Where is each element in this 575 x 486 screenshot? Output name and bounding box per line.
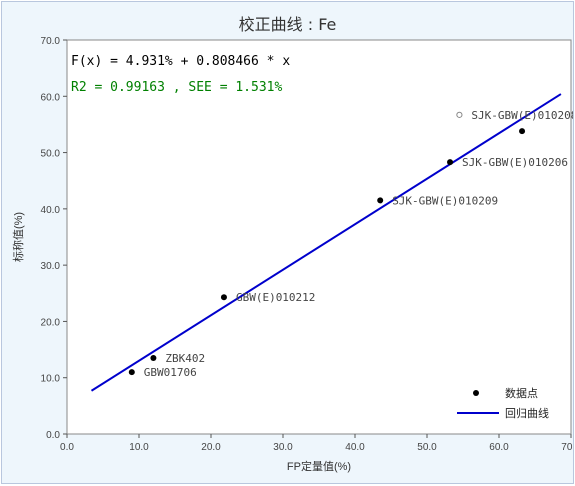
equation-text: F(x) = 4.931% + 0.808466 * x bbox=[71, 54, 290, 69]
data-point bbox=[220, 294, 227, 301]
regression-line bbox=[90, 93, 562, 392]
legend-point-marker bbox=[473, 390, 479, 396]
x-tick-label: 10.0 bbox=[129, 442, 149, 453]
data-point bbox=[150, 355, 157, 362]
x-tick-label: 70.0 bbox=[561, 442, 573, 453]
point-label: ZBK402 bbox=[165, 352, 205, 365]
chart-title: 校正曲线 : Fe bbox=[238, 15, 337, 34]
excluded-data-point bbox=[456, 111, 463, 118]
y-tick-label: 20.0 bbox=[41, 317, 61, 328]
point-label: SJK-GBW(E)010208 bbox=[471, 109, 573, 122]
x-tick-label: 0.0 bbox=[60, 442, 74, 453]
point-label: GBW01706 bbox=[144, 366, 197, 379]
data-point bbox=[447, 159, 454, 166]
data-point bbox=[128, 369, 135, 376]
data-point bbox=[377, 197, 384, 204]
x-axis-label: FP定量值(%) bbox=[287, 459, 351, 473]
y-tick-label: 0.0 bbox=[46, 430, 60, 441]
y-tick-label: 60.0 bbox=[41, 92, 61, 103]
y-axis-label: 标称值(%) bbox=[11, 212, 25, 262]
legend-points-label: 数据点 bbox=[505, 386, 538, 400]
plot-area bbox=[66, 39, 572, 435]
point-label: SJK-GBW(E)010209 bbox=[392, 194, 498, 207]
point-label: SJK-GBW(E)010206 bbox=[462, 156, 568, 169]
x-tick-label: 30.0 bbox=[273, 442, 293, 453]
y-tick-label: 40.0 bbox=[41, 205, 61, 216]
y-tick-label: 50.0 bbox=[41, 149, 61, 160]
legend-line-label: 回归曲线 bbox=[505, 406, 549, 420]
axis-ticks: 0.0 10.0 20.0 30.0 40.0 50.0 60.0 70.0 0.0 10.0 20… bbox=[41, 36, 573, 453]
y-tick-label: 30.0 bbox=[41, 261, 61, 272]
x-tick-label: 40.0 bbox=[345, 442, 365, 453]
x-tick-label: 20.0 bbox=[201, 442, 221, 453]
point-label: GBW(E)010212 bbox=[236, 291, 315, 304]
y-tick-label: 70.0 bbox=[41, 36, 61, 47]
data-point bbox=[519, 128, 526, 135]
x-tick-label: 60.0 bbox=[489, 442, 509, 453]
stats-text: R2 = 0.99163 , SEE = 1.531% bbox=[71, 80, 282, 95]
y-tick-label: 10.0 bbox=[41, 374, 61, 385]
x-tick-label: 50.0 bbox=[417, 442, 437, 453]
